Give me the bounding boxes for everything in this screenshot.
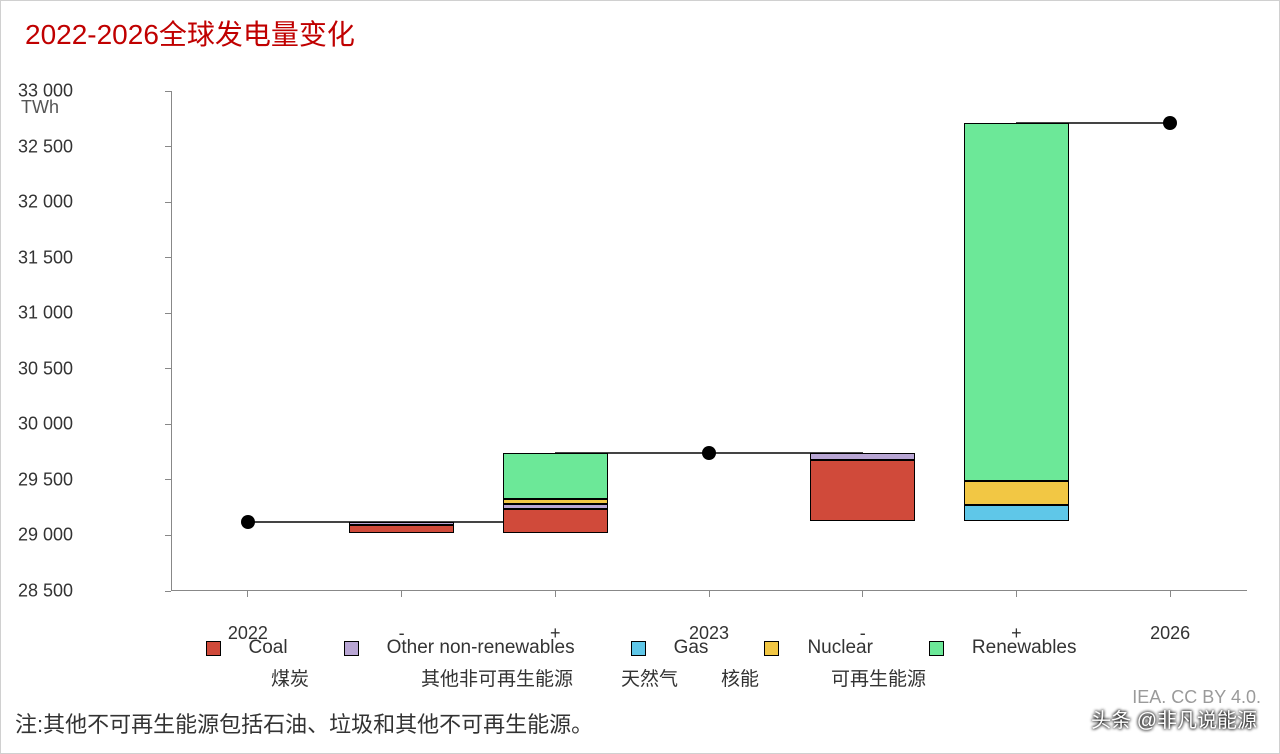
- legend-item-gas: Gas: [617, 637, 723, 659]
- y-tick-label: 29 000: [0, 525, 73, 546]
- legend-item-nuclear: Nuclear: [750, 637, 886, 659]
- legend-label-zh: 其他非可再生能源: [421, 664, 573, 691]
- legend-label-en: Renewables: [972, 637, 1077, 659]
- y-tick-label: 32 000: [0, 192, 73, 213]
- bar-segment-renewables: [503, 453, 608, 499]
- bar-segment-renewables: [964, 123, 1069, 481]
- legend-label-en: Gas: [674, 637, 709, 659]
- plot-area: 28 50029 00029 50030 00030 50031 00031 5…: [77, 91, 1247, 591]
- watermark-text: 头条 @非凡说能源: [1091, 704, 1257, 733]
- chart-container: 2022-2026全球发电量变化 TWh 28 50029 00029 5003…: [0, 0, 1280, 754]
- bar-segment-coal: [810, 460, 915, 521]
- legend-item-renewables: Renewables: [915, 637, 1091, 659]
- y-tick-label: 31 000: [0, 303, 73, 324]
- bar-segment-nuclear: [964, 481, 1069, 505]
- bar-segment-other: [810, 453, 915, 460]
- legend-swatch: [764, 641, 779, 656]
- bar-segment-other: [503, 504, 608, 508]
- data-point: [702, 446, 716, 460]
- chart-title: 2022-2026全球发电量变化: [25, 13, 355, 53]
- legend: Coal Other non-renewables Gas Nuclear Renewa…: [1, 637, 1280, 688]
- legend-label-zh: 天然气: [621, 664, 678, 691]
- legend-label-en: Coal: [249, 637, 288, 659]
- y-tick-label: 32 500: [0, 136, 73, 157]
- data-point: [1163, 116, 1177, 130]
- legend-label-en: Other non-renewables: [387, 637, 575, 659]
- bar-segment-nuclear: [503, 499, 608, 505]
- y-tick-label: 28 500: [0, 581, 73, 602]
- y-tick-label: 31 500: [0, 247, 73, 268]
- bar-segment-gas: [964, 505, 1069, 521]
- data-point: [241, 515, 255, 529]
- legend-item-other: Other non-renewables: [330, 637, 589, 659]
- legend-item-coal: Coal: [192, 637, 302, 659]
- y-tick-label: 30 500: [0, 358, 73, 379]
- bar-segment-coal: [349, 525, 454, 533]
- y-tick-label: 33 000: [0, 81, 73, 102]
- legend-label-zh: 可再生能源: [831, 664, 926, 691]
- legend-swatch: [929, 641, 944, 656]
- bar-segment-coal: [503, 509, 608, 533]
- legend-swatch: [631, 641, 646, 656]
- legend-swatch: [206, 641, 221, 656]
- legend-label-en: Nuclear: [807, 637, 872, 659]
- legend-label-zh: 核能: [721, 664, 759, 691]
- footnote-text: 注:其他不可再生能源包括石油、垃圾和其他不可再生能源。: [15, 707, 593, 739]
- y-tick-label: 29 500: [0, 469, 73, 490]
- legend-swatch: [344, 641, 359, 656]
- y-tick-label: 30 000: [0, 414, 73, 435]
- bar-segment-other: [349, 522, 454, 525]
- legend-label-zh: 煤炭: [271, 664, 309, 691]
